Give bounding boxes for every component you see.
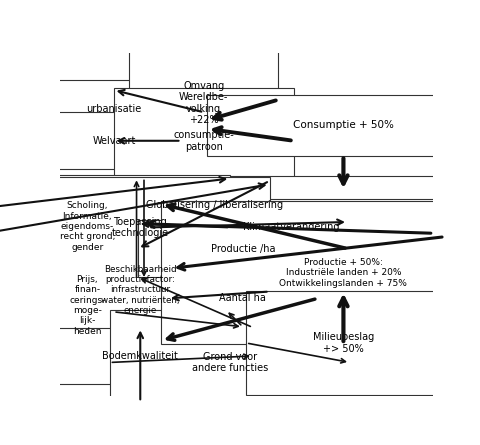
- FancyBboxPatch shape: [168, 270, 317, 327]
- Text: Aantal ha: Aantal ha: [219, 293, 265, 303]
- FancyBboxPatch shape: [24, 81, 204, 138]
- Text: Welvaart: Welvaart: [92, 136, 135, 146]
- Text: Productie /ha: Productie /ha: [210, 244, 275, 254]
- FancyBboxPatch shape: [148, 199, 433, 256]
- FancyBboxPatch shape: [206, 95, 479, 155]
- FancyBboxPatch shape: [109, 310, 349, 415]
- Text: Grond voor
andere functies: Grond voor andere functies: [191, 352, 267, 373]
- Ellipse shape: [112, 204, 194, 362]
- Text: Scholing,
Informatie,
eigendoms-
recht grond,
gender: Scholing, Informatie, eigendoms- recht g…: [60, 201, 115, 252]
- FancyBboxPatch shape: [47, 112, 181, 169]
- Text: Toepassing
technologie: Toepassing technologie: [111, 217, 168, 238]
- Ellipse shape: [90, 84, 239, 166]
- Text: Klimaatverandering: Klimaatverandering: [242, 222, 339, 232]
- Ellipse shape: [63, 268, 111, 342]
- FancyBboxPatch shape: [27, 328, 252, 384]
- FancyBboxPatch shape: [113, 89, 293, 193]
- Text: Prijs,
finan-
cerings-
moge-
lijk-
heden: Prijs, finan- cerings- moge- lijk- heden: [69, 275, 105, 336]
- Text: Omvang
Wereldbe-
volking
+22%: Omvang Wereldbe- volking +22%: [179, 81, 228, 125]
- FancyBboxPatch shape: [245, 291, 440, 395]
- Text: Globalisering / liberalisering: Globalisering / liberalisering: [146, 200, 283, 210]
- FancyBboxPatch shape: [129, 3, 278, 203]
- Text: Productie + 50%:
Industriële landen + 20%
Ontwikkelingslanden + 75%: Productie + 50%: Industriële landen + 20…: [279, 258, 407, 287]
- FancyBboxPatch shape: [50, 175, 230, 280]
- FancyBboxPatch shape: [137, 220, 347, 277]
- FancyBboxPatch shape: [11, 178, 269, 402]
- FancyBboxPatch shape: [0, 176, 448, 233]
- Ellipse shape: [142, 189, 283, 223]
- Text: Consumptie + 50%: Consumptie + 50%: [292, 120, 393, 130]
- Text: urbanisatie: urbanisatie: [86, 104, 142, 114]
- Text: Bodemkwaliteit: Bodemkwaliteit: [102, 351, 178, 361]
- Text: Beschikbaarheid
productiefactor:
infrastructuur
water, nutriënten,
energie: Beschikbaarheid productiefactor: infrast…: [101, 264, 179, 315]
- Ellipse shape: [63, 185, 111, 268]
- FancyBboxPatch shape: [161, 202, 480, 344]
- Text: consumptie-
patroon: consumptie- patroon: [173, 130, 234, 152]
- Text: Milieubeslag
+> 50%: Milieubeslag +> 50%: [312, 332, 373, 354]
